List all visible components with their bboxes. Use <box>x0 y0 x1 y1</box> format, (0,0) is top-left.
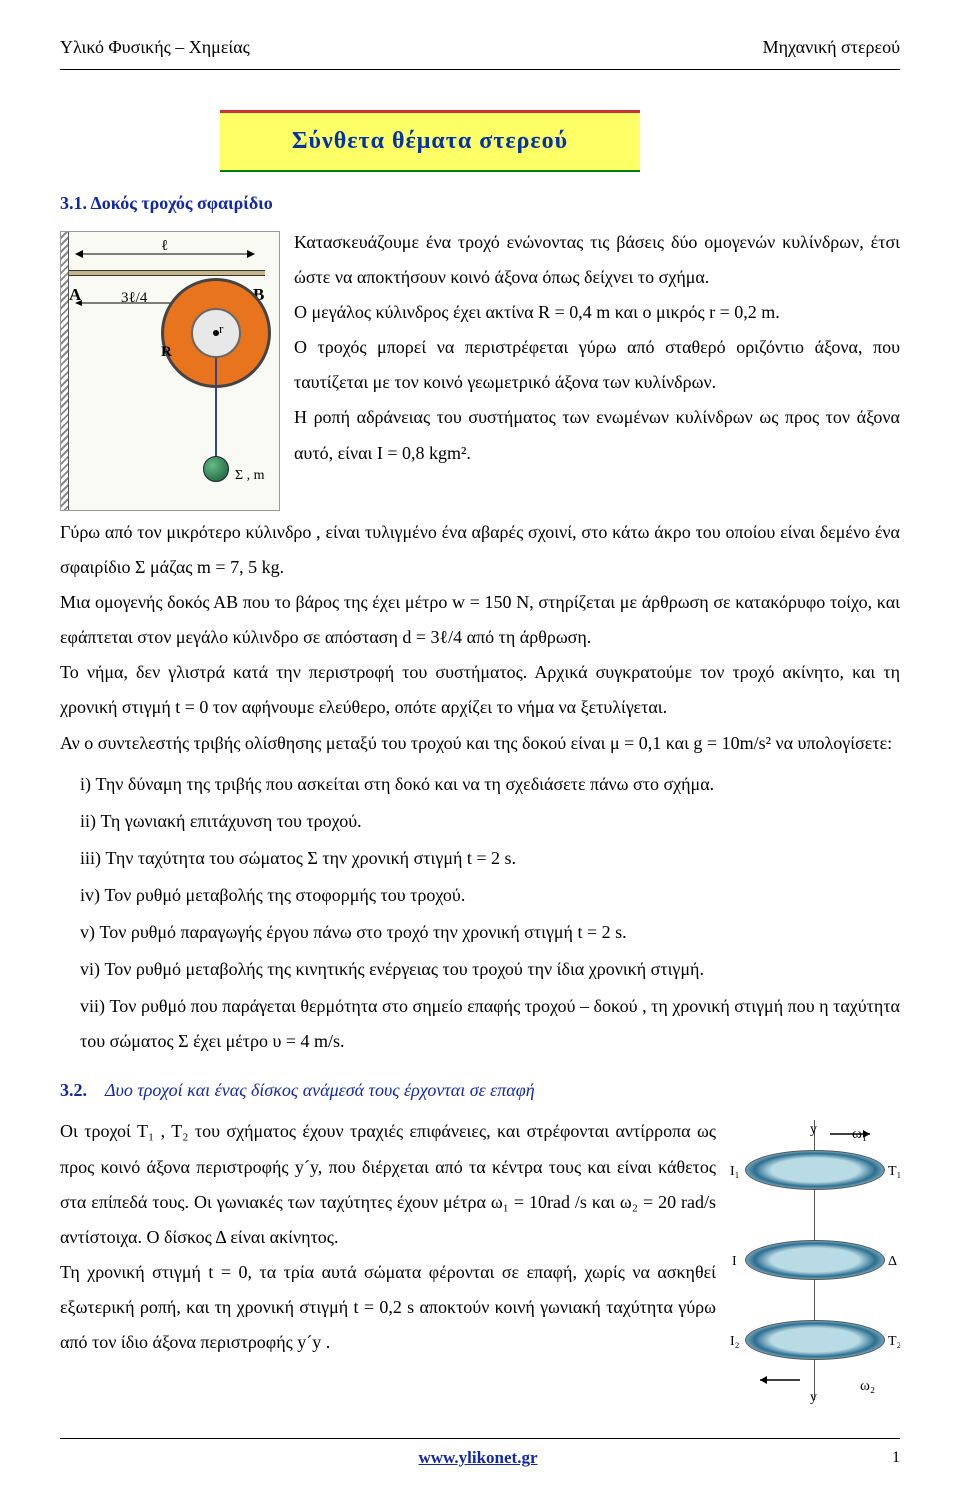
sec1-num: 3.1. <box>60 193 87 213</box>
q-vi: vi) Τον ρυθμό μεταβολής της κινητικής εν… <box>80 952 900 987</box>
page-footer: www.ylikonet.gr 1 <box>60 1438 900 1474</box>
q-i: i) Την δύναμη της τριβής που ασκείται στ… <box>80 767 900 802</box>
sec1-p8: Αν ο συντελεστής τριβής ολίσθησης μεταξύ… <box>60 726 900 761</box>
fig2-w1: ω₁ <box>852 1120 867 1149</box>
section-3-2-head: 3.2. Δυο τροχοί και ένας δίσκος ανάμεσά … <box>60 1073 900 1108</box>
sec1-p7: Το νήμα, δεν γλιστρά κατά την περιστροφή… <box>60 655 900 725</box>
q-v: v) Τον ρυθμό παραγωγής έργου πάνω στο τρ… <box>80 915 900 950</box>
fig2-y-top: y <box>810 1116 817 1143</box>
fig2-w2-arrow <box>750 1370 800 1390</box>
sec1-p5: Γύρω από τον μικρότερο κύλινδρο , είναι … <box>60 515 900 585</box>
q-iii: iii) Την ταχύτητα του σώματος Σ την χρον… <box>80 841 900 876</box>
fig2-D: Δ <box>888 1248 897 1275</box>
figure-2: y ω₁ I₁ Τ₁ I Δ I₂ Τ₂ ω₂ y <box>730 1120 900 1400</box>
footer-page: 1 <box>892 1442 900 1473</box>
title-banner: Σύνθετα θέματα στερεού <box>220 110 640 172</box>
fig2-I1: I₁ <box>730 1158 740 1185</box>
fig2-I2: I₂ <box>730 1328 740 1355</box>
fig1-ball <box>203 456 229 482</box>
fig1-R: R <box>161 338 172 367</box>
q-vii: vii) Τον ρυθμό που παράγεται θερμότητα σ… <box>80 989 900 1059</box>
sec2-title: Δυο τροχοί και ένας δίσκος ανάμεσά τους … <box>105 1080 535 1100</box>
sec2-num: 3.2. <box>60 1080 87 1100</box>
fig2-T2: Τ₂ <box>888 1328 900 1355</box>
fig1-sigma: Σ , m <box>235 462 265 489</box>
footer-left <box>60 1442 64 1473</box>
sec1-questions: i) Την δύναμη της τριβής που ασκείται στ… <box>80 767 900 1060</box>
fig2-w2: ω₂ <box>860 1372 875 1401</box>
q-ii: ii) Τη γωνιακή επιτάχυνση του τροχού. <box>80 804 900 839</box>
page-header: Υλικό Φυσικής – Χημείας Μηχανική στερεού <box>60 30 900 70</box>
fig2-y-bot: y <box>810 1384 817 1404</box>
banner-text: Σύνθετα θέματα στερεού <box>292 128 568 154</box>
q-iv: iv) Τον ρυθμό μεταβολής της στοφορμής το… <box>80 878 900 913</box>
fig2-I: I <box>732 1248 737 1275</box>
header-right: Μηχανική στερεού <box>763 30 900 65</box>
fig1-length-arrow <box>75 246 255 262</box>
fig2-T1: Τ₁ <box>888 1158 900 1185</box>
section-3-1-head: 3.1. Δοκός τροχός σφαιρίδιο <box>60 186 900 221</box>
figure-1: ℓ Α Β 3ℓ/4 r R Σ , m <box>60 231 280 511</box>
fig1-r: r <box>219 316 223 341</box>
footer-site: www.ylikonet.gr <box>419 1441 538 1474</box>
header-left: Υλικό Φυσικής – Χημείας <box>60 30 250 65</box>
sec1-p6: Μια ομογενής δοκός ΑΒ που το βάρος της έ… <box>60 585 900 655</box>
sec1-title: Δοκός τροχός σφαιρίδιο <box>91 193 273 213</box>
